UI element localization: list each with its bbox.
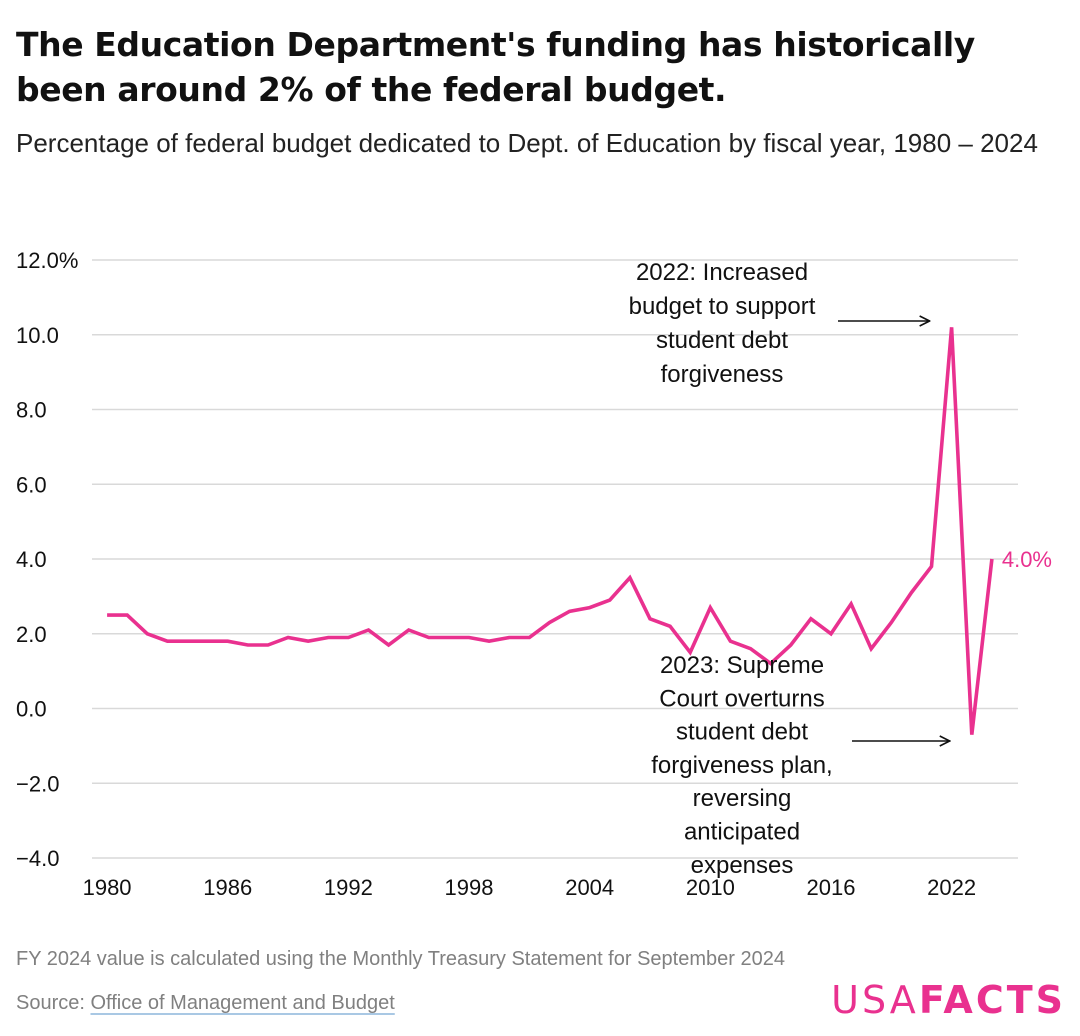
source-link[interactable]: Office of Management and Budget — [90, 992, 395, 1014]
annotation-text-line: student debt — [676, 719, 808, 746]
annotation-text-line: expenses — [691, 852, 794, 879]
series-line — [107, 327, 994, 735]
x-tick-label: 2022 — [927, 875, 976, 900]
x-tick-label: 1992 — [324, 875, 373, 900]
usafacts-logo: USAFACTS — [831, 978, 1066, 1022]
y-tick-label: −2.0 — [16, 771, 59, 796]
series-education-share: 4.0% — [107, 327, 1052, 735]
y-tick-label: 6.0 — [16, 472, 47, 497]
annotation-text-line: anticipated — [684, 819, 800, 846]
x-axis-ticks: 1980 1986 1992 1998 2004 2010 2016 2022 — [83, 875, 977, 900]
y-tick-label: 8.0 — [16, 398, 47, 423]
annotation: 2023: Supreme Court overturns student debt… — [651, 652, 949, 879]
annotation-text-line: Court overturns — [659, 685, 824, 712]
annotations: 2022: Increased budget to support student … — [629, 259, 950, 879]
annotation: 2022: Increased budget to support student … — [629, 259, 930, 388]
annotation-text-line: forgiveness plan, — [651, 752, 832, 779]
footnote: FY 2024 value is calculated using the Mo… — [16, 948, 785, 970]
chart-title: The Education Department's funding has h… — [16, 25, 975, 109]
end-value-label: 4.0% — [1002, 547, 1052, 572]
x-tick-label: 1986 — [203, 875, 252, 900]
source-label: Source: — [16, 992, 91, 1014]
x-tick-label: 2016 — [807, 875, 856, 900]
chart-subtitle: Percentage of federal budget dedicated t… — [16, 128, 1038, 158]
logo-usa: USA — [831, 978, 919, 1022]
y-tick-label: 2.0 — [16, 622, 47, 647]
annotation-text-line: forgiveness — [661, 361, 784, 388]
annotation-text-line: 2022: Increased — [636, 259, 808, 286]
y-tick-label: 0.0 — [16, 697, 47, 722]
gridlines — [92, 259, 1018, 859]
x-tick-label: 1998 — [445, 875, 494, 900]
source-line: Source: Office of Management and Budget — [16, 992, 395, 1015]
line-chart: −4.0−2.00.02.04.06.08.010.012.0% 1980 198… — [16, 248, 1052, 900]
annotation-text-line: student debt — [656, 327, 788, 354]
y-tick-label: 4.0 — [16, 547, 47, 572]
x-tick-label: 2010 — [686, 875, 735, 900]
y-tick-label: −4.0 — [16, 846, 59, 871]
y-axis-ticks: −4.0 −2.0 0.0 2.0 4.0 6.0 8.0 10.0 12.0% — [16, 248, 78, 871]
x-tick-label: 1980 — [83, 875, 132, 900]
logo-facts: FACTS — [918, 978, 1066, 1022]
annotation-text-line: 2023: Supreme — [660, 652, 824, 679]
x-tick-label: 2004 — [565, 875, 614, 900]
y-tick-label: 12.0% — [16, 248, 78, 273]
y-tick-label: 10.0 — [16, 323, 59, 348]
annotation-text-line: budget to support — [629, 293, 816, 320]
annotation-text-line: reversing — [693, 785, 792, 812]
